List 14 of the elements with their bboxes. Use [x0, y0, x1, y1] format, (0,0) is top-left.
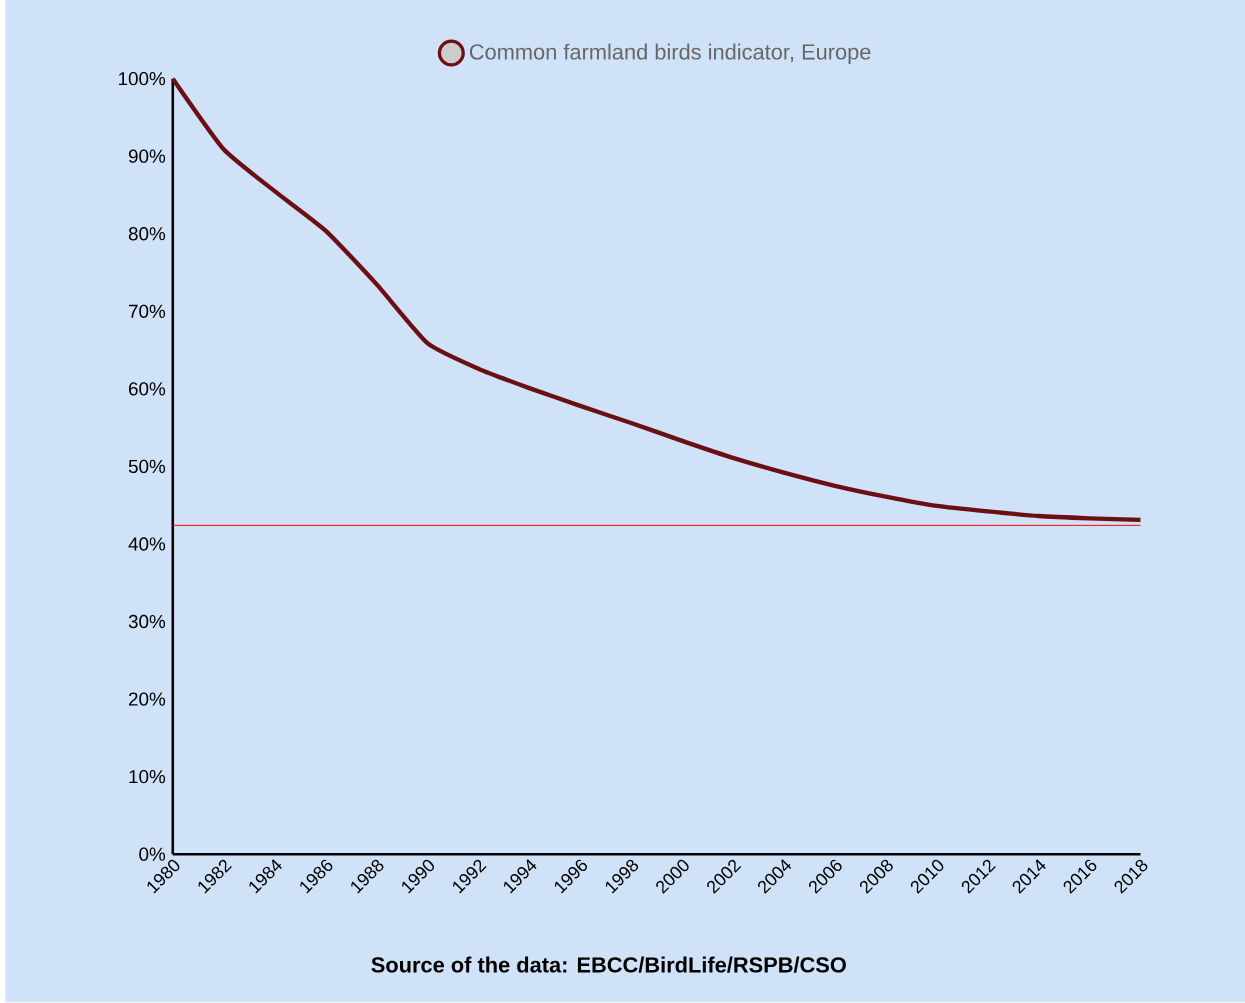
y-tick-label: 60% — [129, 382, 166, 396]
legend-label: Common farmland birds indicator, Europe — [469, 43, 871, 65]
y-tick-label: 90% — [128, 149, 166, 164]
y-tick-label: 10% — [129, 770, 166, 784]
y-tick-label: 80% — [128, 227, 166, 241]
y-tick-label: 40% — [128, 537, 166, 551]
y-tick-label: 30% — [128, 615, 166, 629]
text: Source of the data: EBCC/BirdLife/RSPB/CSO — [371, 956, 846, 974]
y-tick-label: 0% — [139, 847, 166, 862]
y-tick-label: 70% — [129, 304, 166, 319]
y-tick-label: 20% — [128, 692, 166, 706]
y-tick-label: 50% — [128, 459, 166, 474]
y-tick-label: 100% — [119, 72, 166, 86]
line-series — [170, 76, 1143, 523]
